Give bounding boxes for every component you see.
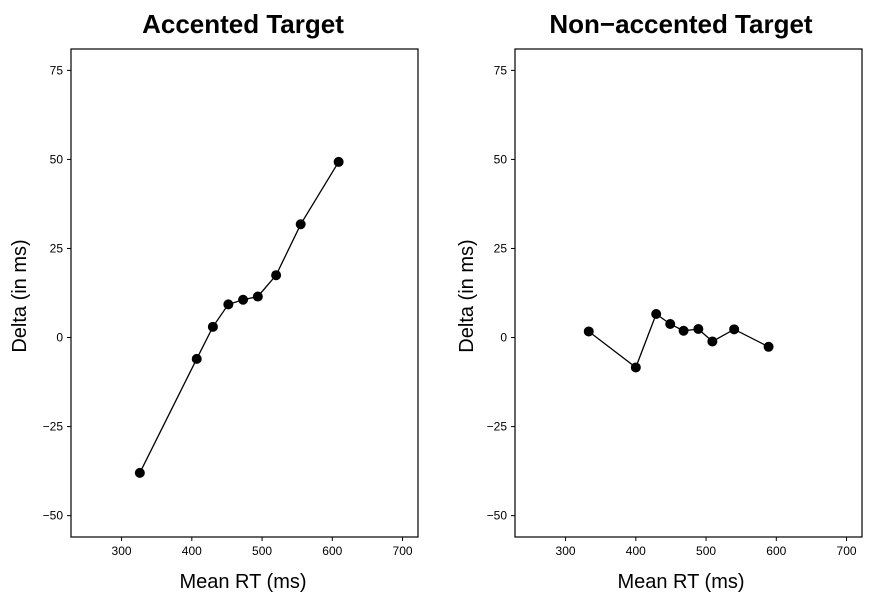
y-tick-label: −50 [43,509,64,523]
data-point [651,309,662,320]
y-tick-label: 75 [50,63,64,77]
plot-area [514,48,863,538]
y-tick-label: −50 [487,509,508,523]
data-point [295,219,306,230]
panel-non-accented-target: Non−accented Target Mean RT (ms) Delta (… [456,9,863,593]
x-axis-label: Mean RT (ms) [617,571,744,593]
x-axis-label: Mean RT (ms) [179,571,306,593]
x-tick-label: 600 [322,544,342,558]
chart-title: Non−accented Target [549,9,813,39]
data-point [238,294,249,305]
y-tick-label: −25 [43,420,64,434]
y-axis-label: Delta (in ms) [9,239,31,352]
series-line [139,161,340,474]
data-point [271,270,282,281]
chart-title: Accented Target [142,9,344,39]
x-tick-label: 300 [112,544,132,558]
plot-area [70,48,419,538]
x-tick-label: 300 [556,544,576,558]
x-tick-label: 600 [766,544,786,558]
y-tick-label: 50 [50,152,64,166]
data-point [729,324,740,335]
data-point [678,325,689,336]
y-tick-label: −25 [487,420,508,434]
x-tick-label: 500 [696,544,716,558]
y-tick-label: 75 [494,63,508,77]
data-point [207,321,218,332]
data-point [223,299,234,310]
data-point [630,362,641,373]
data-point [693,323,704,334]
y-axis-label: Delta (in ms) [456,239,478,352]
data-point [252,291,263,302]
y-tick-label: 50 [494,152,508,166]
data-point [333,156,344,167]
data-point [134,467,145,478]
data-point [707,336,718,347]
data-point [583,326,594,337]
y-tick-label: 25 [494,241,508,255]
data-point [665,318,676,329]
x-tick-label: 700 [837,544,857,558]
y-tick-label: 25 [50,241,64,255]
y-tick-label: 0 [500,331,507,345]
data-point [191,353,202,364]
x-tick-label: 500 [252,544,272,558]
x-tick-label: 400 [182,544,202,558]
series-line [588,312,769,369]
data-point [763,341,774,352]
x-tick-label: 400 [626,544,646,558]
panel-accented-target: Accented Target Mean RT (ms) Delta (in m… [9,9,419,593]
x-tick-label: 700 [393,544,413,558]
y-tick-label: 0 [56,331,63,345]
